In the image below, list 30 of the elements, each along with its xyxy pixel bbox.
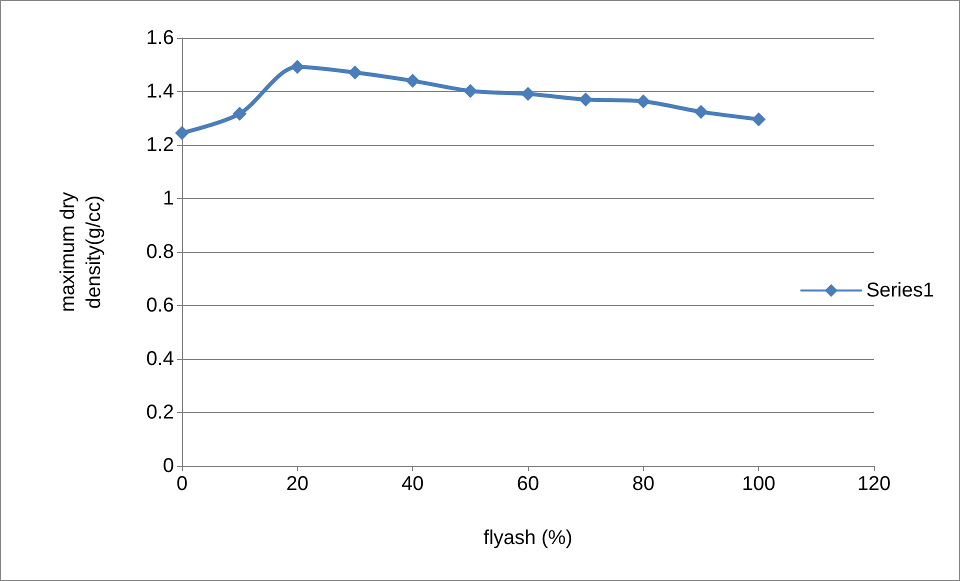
- y-tick-label: 0.6: [146, 294, 174, 316]
- point: [406, 74, 420, 88]
- point: [463, 84, 478, 98]
- x-tick-label: 120: [857, 473, 891, 495]
- y-tick-label: 0.4: [146, 348, 174, 370]
- point: [694, 104, 708, 119]
- point: [636, 94, 650, 108]
- point: [290, 60, 304, 74]
- y-tick-label: 1.2: [146, 134, 174, 156]
- y-tick-label: 0: [162, 455, 174, 477]
- y-tick-label: 0.2: [146, 402, 174, 424]
- y-tick-label: 1.6: [146, 27, 174, 49]
- x-tick-label: 60: [516, 473, 540, 495]
- point: [752, 112, 766, 126]
- x-tick-label: 20: [286, 473, 308, 495]
- point: [232, 106, 247, 121]
- y-tick-label: 0.8: [146, 241, 174, 263]
- x-axis-title: flyash (%): [484, 527, 572, 549]
- point: [521, 86, 535, 101]
- legend-label: Series1: [866, 280, 934, 302]
- x-tick-label: 0: [176, 473, 188, 495]
- x-tick-label: 40: [402, 473, 424, 495]
- y-tick-label: 1.4: [146, 80, 174, 102]
- point: [175, 126, 189, 140]
- y-tick-label: 1: [162, 188, 174, 210]
- x-tick-label: 100: [742, 473, 776, 495]
- y-axis-title: maximum dry density(g/cc): [57, 192, 105, 312]
- point: [578, 92, 593, 107]
- x-tick-label: 80: [632, 473, 654, 495]
- point: [348, 66, 362, 80]
